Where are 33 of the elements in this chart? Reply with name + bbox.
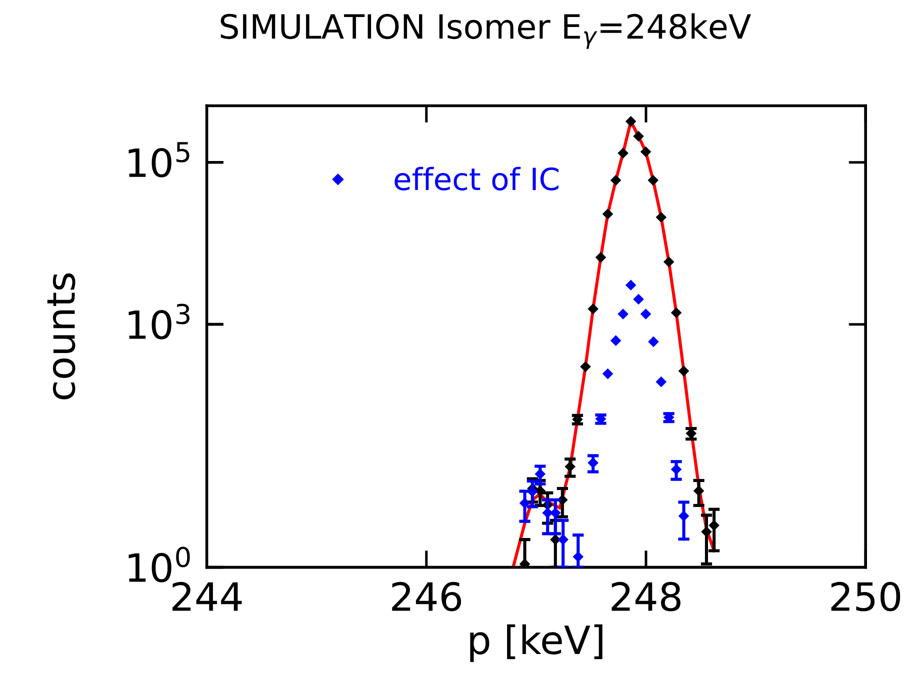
point (580, 362, 591, 372)
x-tick-label: 250 (831, 582, 900, 612)
point (633, 294, 644, 304)
point (664, 256, 674, 268)
point (602, 208, 613, 220)
point (648, 336, 659, 347)
point (626, 280, 636, 290)
point (648, 175, 658, 186)
x-tick-label: 248 (612, 582, 680, 612)
point (640, 308, 651, 320)
y-tick-label: 10$^{3}$ (128, 304, 190, 340)
point (671, 308, 682, 318)
point (602, 368, 613, 379)
point (618, 308, 628, 320)
point (656, 212, 666, 222)
x-tick-label: 244 (172, 582, 242, 611)
point (633, 131, 644, 142)
point (588, 304, 598, 314)
point (618, 148, 628, 158)
point (626, 116, 636, 127)
y-tick-label: 10$^{0}$ (128, 546, 190, 582)
y-axis-title: counts (47, 273, 76, 400)
x-tick-label: 246 (392, 582, 462, 612)
x-axis-title: p [keV] (470, 624, 602, 662)
point (596, 252, 606, 263)
y-tick-label: 10$^{5}$ (128, 142, 190, 178)
point (678, 366, 689, 376)
point (656, 376, 666, 387)
point (610, 335, 621, 346)
point (610, 175, 621, 186)
chart-title: SIMULATION Isomer E$_{γ}$=248keV (220, 13, 751, 49)
point (640, 146, 651, 157)
legend-label: effect of IC (394, 166, 558, 190)
